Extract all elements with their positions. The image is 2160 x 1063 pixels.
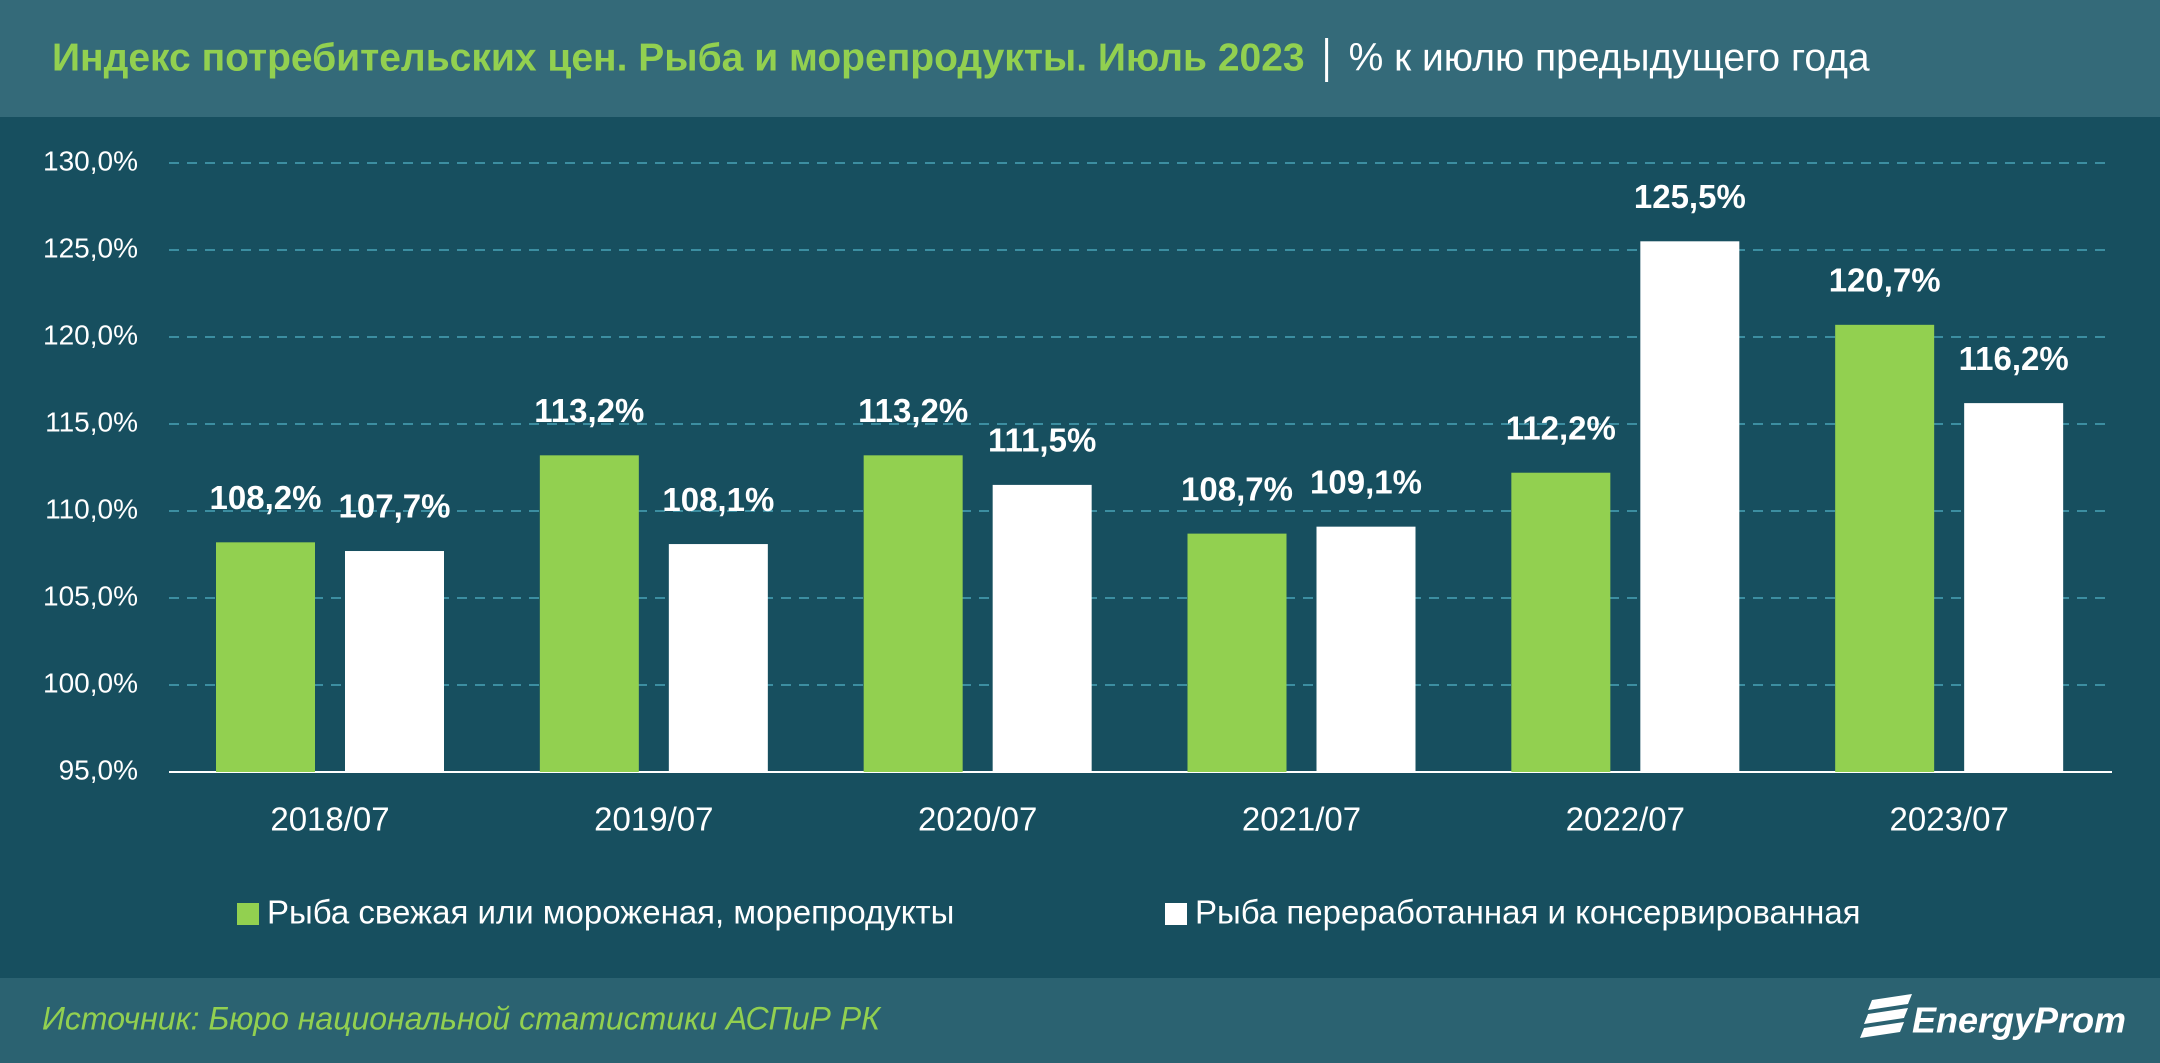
value-label: 111,5% (988, 422, 1096, 459)
legend-label: Рыба свежая или мороженая, морепродукты (267, 894, 954, 931)
title-bar (0, 0, 2160, 117)
y-tick-label: 125,0% (43, 232, 138, 263)
value-label: 107,7% (339, 488, 451, 525)
value-label: 113,2% (858, 392, 968, 429)
x-tick-label: 2023/07 (1890, 801, 2009, 838)
bar (1640, 241, 1740, 773)
bar (1964, 403, 2064, 772)
logo-text: EnergyProm (1912, 1000, 2126, 1041)
bar (1316, 526, 1416, 772)
bar (345, 551, 444, 772)
chart-subtitle: % к июлю предыдущего года (1349, 36, 1870, 79)
bar (1511, 472, 1611, 772)
bar (863, 455, 963, 772)
y-tick-label: 110,0% (45, 493, 138, 524)
x-tick-label: 2019/07 (594, 801, 713, 838)
value-label: 112,2% (1506, 409, 1616, 446)
value-label: 120,7% (1829, 262, 1941, 299)
y-tick-label: 130,0% (43, 145, 138, 176)
legend-swatch (1165, 903, 1187, 925)
value-label: 113,2% (534, 392, 644, 429)
bar (1835, 324, 1935, 772)
value-label: 109,1% (1310, 463, 1422, 500)
y-tick-label: 115,0% (45, 406, 138, 437)
value-label: 125,5% (1634, 178, 1746, 215)
y-tick-label: 120,0% (43, 319, 138, 350)
footer-bar (0, 978, 2160, 1063)
y-tick-label: 95,0% (59, 754, 138, 785)
legend-label: Рыба переработанная и консервированная (1195, 894, 1861, 931)
logo: EnergyProm (1860, 994, 2126, 1041)
x-tick-label: 2018/07 (270, 801, 389, 838)
bar (992, 484, 1092, 772)
value-label: 116,2% (1959, 340, 2069, 377)
y-tick-label: 100,0% (43, 667, 138, 698)
value-label: 108,2% (210, 479, 322, 516)
bar (539, 455, 639, 772)
logo-icon (1860, 994, 1912, 1038)
value-label: 108,7% (1181, 470, 1293, 507)
x-tick-label: 2020/07 (918, 801, 1037, 838)
chart-title: Индекс потребительских цен. Рыба и мореп… (52, 36, 1305, 79)
bar (216, 542, 315, 772)
source-note: Источник: Бюро национальной статистики А… (42, 1000, 882, 1036)
legend-swatch (237, 903, 259, 925)
y-tick-label: 105,0% (43, 580, 138, 611)
x-tick-label: 2021/07 (1242, 801, 1361, 838)
bar (1187, 533, 1287, 772)
value-label: 108,1% (662, 481, 774, 518)
x-tick-label: 2022/07 (1566, 801, 1685, 838)
bar (668, 544, 768, 772)
